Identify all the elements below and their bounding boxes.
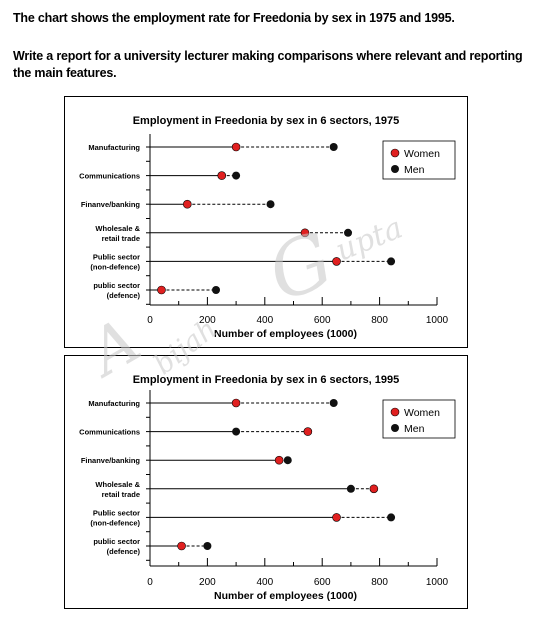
- category-label: Public sector (non-defence): [90, 252, 140, 271]
- women-point: [157, 285, 166, 295]
- x-tick-label: 400: [256, 315, 273, 326]
- men-point: [212, 286, 221, 294]
- women-point: [332, 513, 341, 522]
- category-label: Wholesale & retail trade: [95, 224, 140, 243]
- chart-title: Employment in Freedonia by sex in 6 sect…: [133, 115, 400, 127]
- legend-women-label: Women: [404, 407, 440, 419]
- category-label: public sector (defence): [93, 537, 140, 556]
- category-label: Manufacturing: [88, 399, 140, 408]
- men-point: [329, 143, 338, 151]
- x-tick-label: 200: [199, 577, 216, 588]
- legend-men-marker: [391, 424, 399, 432]
- category-label: Finanve/banking: [81, 456, 141, 465]
- legend-men-marker: [391, 165, 399, 173]
- legend: Women Men: [382, 140, 456, 180]
- legend-women-marker: [390, 407, 400, 417]
- chart-1975: Employment in Freedonia by sex in 6 sect…: [64, 96, 468, 348]
- women-point: [303, 427, 313, 436]
- legend-women-marker: [390, 148, 400, 158]
- task-prompt: Write a report for a university lecturer…: [13, 49, 523, 80]
- x-tick-label: 600: [314, 577, 331, 588]
- men-point: [387, 257, 396, 266]
- chart-1975-svg: Employment in Freedonia by sex in 6 sect…: [79, 115, 456, 340]
- legend-women-label: Women: [404, 148, 440, 160]
- men-point: [203, 542, 212, 550]
- women-point: [274, 455, 284, 465]
- women-point: [183, 199, 192, 209]
- x-tick-label: 1000: [426, 315, 449, 326]
- men-point: [232, 171, 241, 180]
- legend-men-label: Men: [404, 164, 425, 176]
- legend: Women Men: [382, 399, 456, 439]
- women-point: [231, 398, 241, 408]
- category-label: Public sector (non-defence): [90, 508, 140, 527]
- x-axis-label: Number of employees (1000): [214, 590, 357, 602]
- men-point: [344, 228, 353, 237]
- men-point: [387, 513, 396, 522]
- x-tick-label: 0: [147, 315, 153, 326]
- men-point: [283, 456, 292, 465]
- task-instruction: The chart shows the employment rate for …: [13, 11, 455, 25]
- women-point: [369, 484, 379, 494]
- x-tick-label: 600: [314, 315, 331, 326]
- category-label: Wholesale & retail trade: [95, 480, 140, 499]
- chart-title: Employment in Freedonia by sex in 6 sect…: [133, 374, 400, 386]
- category-label: public sector (defence): [93, 281, 140, 300]
- category-label: Manufacturing: [88, 143, 140, 152]
- women-point: [332, 257, 341, 266]
- x-tick-label: 200: [199, 315, 216, 326]
- category-label: Communications: [79, 172, 140, 181]
- men-point: [266, 200, 275, 209]
- x-tick-label: 800: [371, 315, 388, 326]
- women-point: [217, 171, 227, 180]
- x-tick-label: 1000: [426, 577, 449, 588]
- women-point: [300, 228, 310, 238]
- men-point: [232, 427, 241, 436]
- men-point: [329, 399, 338, 407]
- women-point: [231, 142, 241, 152]
- legend-men-label: Men: [404, 423, 425, 435]
- women-point: [177, 541, 186, 551]
- x-tick-label: 0: [147, 577, 153, 588]
- category-label: Finanve/banking: [81, 200, 141, 209]
- chart-1995: Employment in Freedonia by sex in 6 sect…: [64, 355, 468, 609]
- x-axis-label: Number of employees (1000): [214, 328, 357, 340]
- category-label: Communications: [79, 428, 140, 437]
- men-point: [346, 484, 355, 493]
- x-tick-label: 800: [371, 577, 388, 588]
- chart-1995-svg: Employment in Freedonia by sex in 6 sect…: [79, 374, 456, 602]
- x-tick-label: 400: [256, 577, 273, 588]
